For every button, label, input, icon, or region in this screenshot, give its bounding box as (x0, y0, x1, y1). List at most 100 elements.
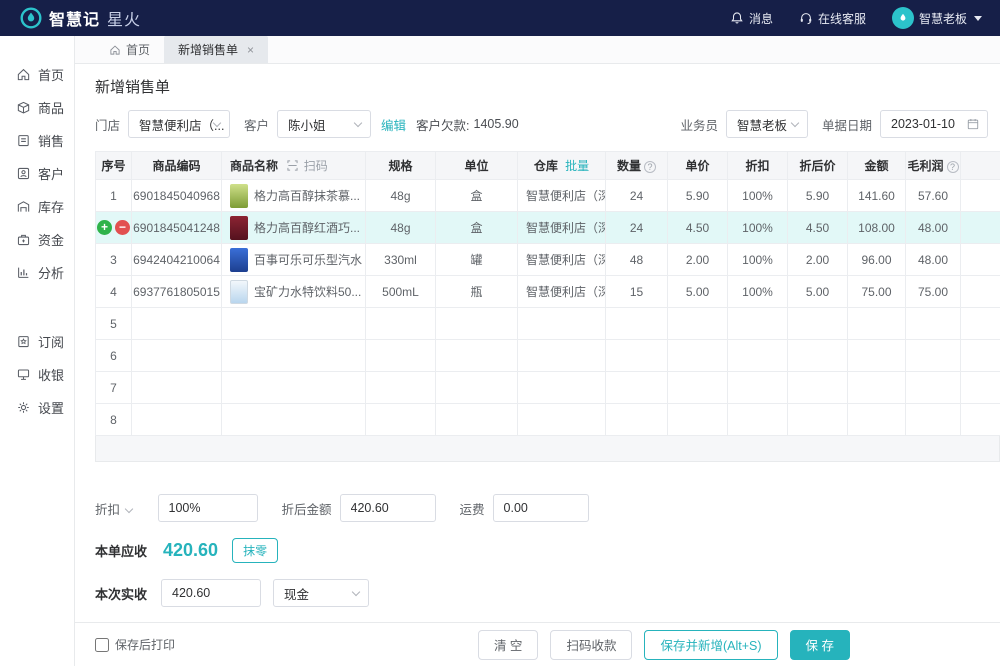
online-support-button[interactable]: 在线客服 (799, 10, 866, 27)
sidebar-item-label: 首页 (38, 68, 65, 83)
col-unit: 单位 (435, 151, 518, 180)
tab-new-sales-order[interactable]: 新增销售单 × (164, 36, 269, 63)
customer-label: 客户 (244, 118, 270, 133)
row-discount[interactable]: 100% (727, 243, 788, 276)
user-avatar (891, 7, 914, 29)
payment-method-select[interactable]: 现金 (273, 579, 370, 607)
row-qty[interactable]: 15 (605, 275, 668, 308)
table-header-row: 序号 商品编码 商品名称 扫码 规格 单位 仓库 批量 数量? 单价 (95, 151, 1000, 180)
discount-label[interactable]: 折扣 (95, 499, 133, 518)
settings-icon (16, 400, 31, 415)
received-input[interactable] (161, 579, 262, 607)
discount-input[interactable] (157, 494, 258, 522)
sidebar-item-inventory[interactable]: 库存 (0, 190, 74, 223)
print-after-save-checkbox[interactable] (95, 637, 109, 652)
sidebar-item-label: 销售 (38, 134, 65, 149)
save-button[interactable]: 保 存 (789, 629, 850, 660)
row-discount[interactable]: 100% (727, 211, 788, 244)
info-icon[interactable]: ? (644, 160, 656, 173)
row-actions: + − (95, 211, 132, 244)
main-content: 新增销售单 门店 智慧便利店（... 客户 陈小姐 编辑 客户欠款: 1405.… (75, 64, 1000, 622)
topbar: 智慧记 星火 消息 在线客服 智慧老板 (0, 0, 1000, 36)
row-amount: 75.00 (847, 275, 906, 308)
table-row[interactable]: 1 6901845040968 格力高百醇抹茶慕... 48g 盒 智慧便利店（… (95, 179, 1000, 212)
scan-link[interactable]: 扫码 (303, 159, 328, 173)
edit-customer-link[interactable]: 编辑 (381, 118, 407, 133)
row-discounted-price[interactable]: 4.50 (787, 211, 848, 244)
table-row-empty[interactable]: 8 (95, 403, 1000, 436)
sidebar-item-customers[interactable]: 客户 (0, 157, 74, 190)
receivable-amount: 420.60 (163, 540, 219, 560)
col-profit: 毛利润? (905, 151, 961, 180)
sidebar-item-subscribe[interactable]: 订阅 (0, 325, 74, 358)
col-warehouse: 仓库 批量 (517, 151, 606, 180)
product-thumbnail (230, 183, 248, 208)
row-discounted-price[interactable]: 5.00 (787, 275, 848, 308)
col-extra (960, 151, 1000, 180)
add-row-button[interactable]: + (97, 220, 112, 235)
order-date-picker[interactable]: 2023-01-10 (880, 110, 988, 138)
row-amount: 96.00 (847, 243, 906, 276)
close-icon[interactable]: × (247, 42, 255, 57)
row-discounted-price[interactable]: 2.00 (787, 243, 848, 276)
round-off-button[interactable]: 抹零 (232, 538, 279, 563)
info-icon[interactable]: ? (946, 160, 959, 173)
row-code: 6942404210064 (131, 243, 222, 276)
messages-button[interactable]: 消息 (730, 10, 773, 27)
row-amount: 141.60 (847, 179, 906, 212)
table-row-empty[interactable]: 7 (95, 371, 1000, 404)
row-price[interactable]: 5.00 (667, 275, 728, 308)
store-select[interactable]: 智慧便利店（... (128, 110, 231, 138)
customer-debt-label: 客户欠款: (416, 118, 470, 133)
row-discounted-price[interactable]: 5.90 (787, 179, 848, 212)
row-unit: 瓶 (435, 275, 518, 308)
order-items-table: 序号 商品编码 商品名称 扫码 规格 单位 仓库 批量 数量? 单价 (95, 151, 1000, 436)
table-row[interactable]: 3 6942404210064 百事可乐可乐型汽水 330ml 罐 智慧便利店（… (95, 243, 1000, 276)
table-row[interactable]: 4 6937761805015 宝矿力水特饮料50... 500mL 瓶 智慧便… (95, 275, 1000, 308)
user-menu[interactable]: 智慧老板 (891, 7, 982, 29)
sidebar-item-sales[interactable]: 销售 (0, 124, 74, 157)
funds-icon (16, 232, 31, 247)
table-footer-strip (95, 436, 1000, 462)
freight-input[interactable] (492, 494, 589, 522)
row-amount: 108.00 (847, 211, 906, 244)
row-qty[interactable]: 24 (605, 211, 668, 244)
table-row-empty[interactable]: 5 (95, 307, 1000, 340)
scan-icon (287, 160, 298, 171)
row-profit: 57.60 (905, 179, 961, 212)
row-price[interactable]: 5.90 (667, 179, 728, 212)
batch-link[interactable]: 批量 (565, 159, 590, 173)
row-qty[interactable]: 48 (605, 243, 668, 276)
sidebar-item-goods[interactable]: 商品 (0, 91, 74, 124)
table-row-empty[interactable]: 6 (95, 339, 1000, 372)
row-discount[interactable]: 100% (727, 179, 788, 212)
customer-select[interactable]: 陈小姐 (277, 110, 372, 138)
save-and-new-button[interactable]: 保存并新增(Alt+S) (644, 629, 778, 660)
scan-pay-button[interactable]: 扫码收款 (550, 629, 633, 660)
store-label: 门店 (95, 118, 121, 133)
row-warehouse: 智慧便利店（深... (517, 179, 606, 212)
sidebar-item-label: 商品 (38, 101, 65, 116)
tab-home[interactable]: 首页 (95, 36, 164, 63)
clear-button[interactable]: 清 空 (477, 629, 539, 660)
sidebar-item-funds[interactable]: 资金 (0, 223, 74, 256)
salesman-select[interactable]: 智慧老板 (725, 110, 808, 138)
tab-bar: 首页 新增销售单 × (75, 36, 1000, 64)
row-profit: 48.00 (905, 243, 961, 276)
sidebar-item-label: 收银 (38, 368, 65, 383)
row-price[interactable]: 4.50 (667, 211, 728, 244)
customer-icon (16, 166, 31, 181)
row-qty[interactable]: 24 (605, 179, 668, 212)
after-discount-input[interactable] (339, 494, 436, 522)
row-discount[interactable]: 100% (727, 275, 788, 308)
sidebar-item-analytics[interactable]: 分析 (0, 256, 74, 289)
product-name: 宝矿力水特饮料50... (254, 285, 362, 299)
tab-label: 新增销售单 (178, 43, 239, 57)
row-price[interactable]: 2.00 (667, 243, 728, 276)
remove-row-button[interactable]: − (115, 220, 130, 235)
sidebar-item-settings[interactable]: 设置 (0, 391, 74, 424)
sidebar-item-cashier[interactable]: 收银 (0, 358, 74, 391)
sidebar-item-label: 库存 (38, 200, 65, 215)
sidebar-item-home[interactable]: 首页 (0, 58, 74, 91)
table-row-active[interactable]: + − 6901845041248 格力高百醇红酒巧... 48g 盒 智慧便利店… (95, 211, 1000, 244)
